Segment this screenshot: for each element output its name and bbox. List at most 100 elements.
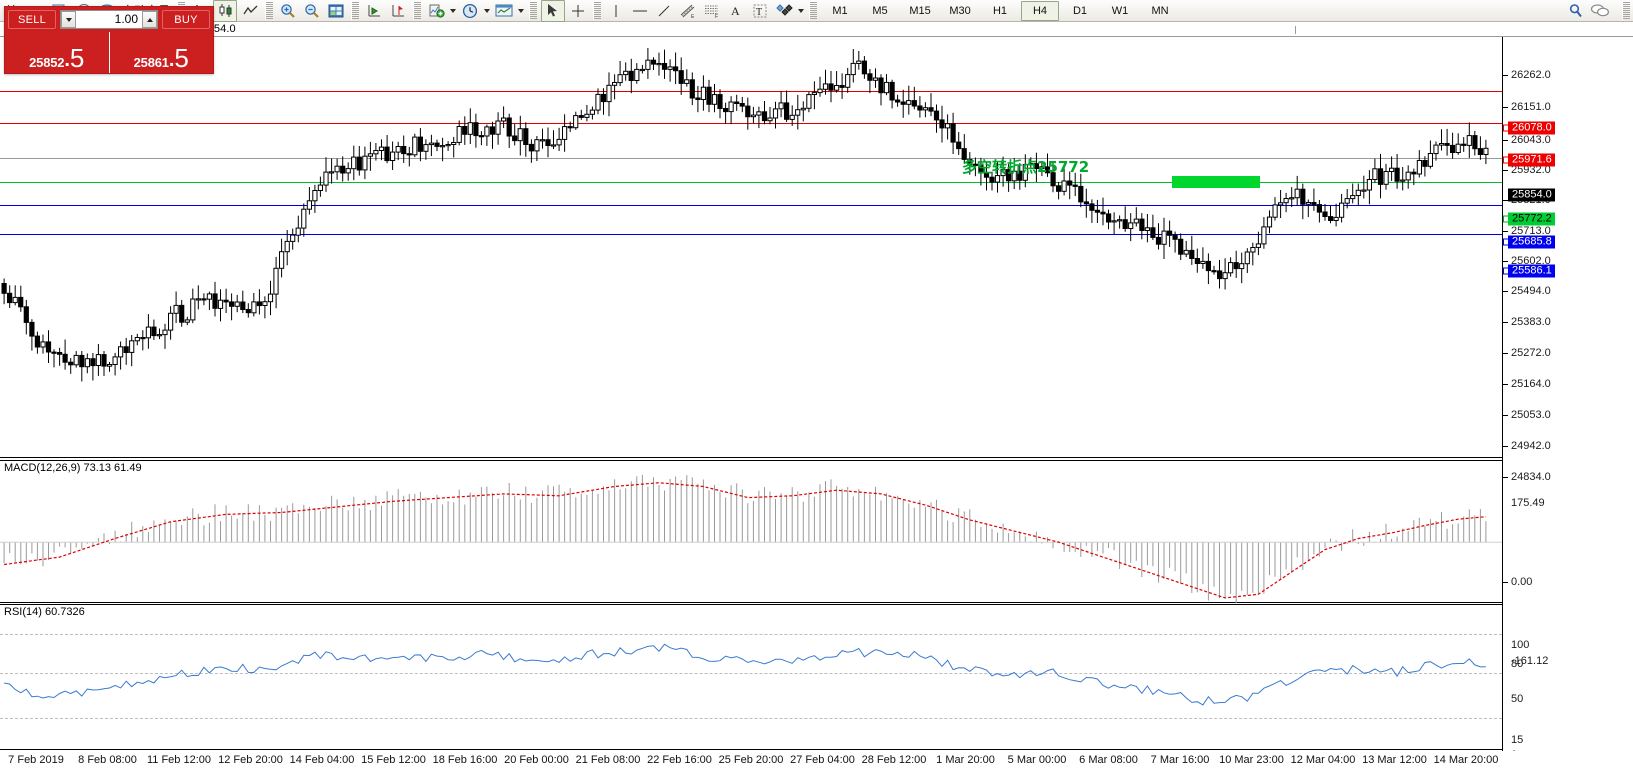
price-level-badge[interactable]: 25971.6: [1508, 153, 1555, 167]
chart-shift-icon[interactable]: [387, 1, 409, 21]
price-line-25685[interactable]: [0, 205, 1502, 206]
rsi-pane[interactable]: RSI(14) 60.7326: [0, 604, 1502, 750]
price-line-26078[interactable]: [0, 91, 1502, 92]
sell-price-integer: 25852: [29, 55, 65, 70]
one-click-trading-panel[interactable]: SELL 1.00 BUY 25852 . 5 25861 . 5: [4, 6, 214, 74]
timeframe-w1[interactable]: W1: [1111, 4, 1129, 17]
price-level-badge[interactable]: 25685.8: [1508, 235, 1555, 249]
time-tick-label: 27 Feb 04:00: [790, 754, 855, 766]
fibonacci-icon[interactable]: F: [701, 1, 723, 21]
cursor-icon[interactable]: [541, 0, 566, 22]
time-tick-label: 6 Mar 08:00: [1079, 754, 1138, 766]
add-indicator-icon[interactable]: [425, 1, 447, 21]
buy-price[interactable]: 25861 . 5: [110, 32, 214, 73]
toolbar-separator-6: [593, 1, 602, 20]
sell-button[interactable]: SELL: [8, 10, 56, 29]
price-level-badge[interactable]: 25854.0: [1508, 188, 1555, 202]
buy-price-dot: .: [168, 49, 175, 71]
chart-container[interactable]: 多空转折点25772 MACD(12,26,9) 73.13 61.49 RSI…: [0, 37, 1633, 772]
time-tick-label: 12 Mar 04:00: [1290, 754, 1356, 766]
price-tick-label: 26151.0: [1511, 101, 1551, 113]
text-icon[interactable]: A: [725, 1, 747, 21]
price-tick: [1503, 140, 1508, 141]
volume-value[interactable]: 1.00: [114, 12, 138, 26]
indicators-dropdown-arrow[interactable]: [448, 1, 458, 21]
objects-icon[interactable]: [773, 1, 795, 21]
candlestick-icon[interactable]: [213, 0, 238, 22]
timeframe-d1[interactable]: D1: [1072, 4, 1088, 17]
price-line-25854[interactable]: [0, 158, 1502, 159]
price-line-25971[interactable]: [0, 123, 1502, 124]
zoom-in-icon[interactable]: [277, 1, 299, 21]
clock-icon[interactable]: [459, 1, 481, 21]
time-tick-label: 12 Feb 20:00: [218, 754, 283, 766]
search-icon[interactable]: [1565, 1, 1587, 21]
vertical-line-icon[interactable]: [605, 1, 627, 21]
timeframe-h4[interactable]: H4: [1021, 0, 1060, 21]
chart-scroll-marker[interactable]: [0, 22, 1633, 36]
sell-price-dot: .: [64, 49, 70, 71]
crosshair-icon[interactable]: [567, 1, 589, 21]
price-tick-label: 25713.0: [1511, 225, 1551, 237]
svg-text:A: A: [731, 4, 740, 18]
timeframe-m5[interactable]: M5: [872, 4, 888, 17]
highlight-rectangle[interactable]: [1172, 176, 1260, 188]
time-tick-label: 18 Feb 16:00: [432, 754, 498, 766]
price-scale[interactable]: 26262.026151.026043.025932.025821.025713…: [1502, 37, 1633, 761]
price-level-badge[interactable]: 25586.1: [1508, 264, 1555, 278]
macd-tick: [1503, 582, 1508, 583]
price-level-badge[interactable]: 25772.2: [1508, 212, 1555, 226]
timeframe-m30[interactable]: M30: [949, 4, 971, 17]
price-tick: [1503, 415, 1508, 416]
price-line-25586[interactable]: [0, 234, 1502, 235]
trendline-icon[interactable]: [653, 1, 675, 21]
price-tick-label: 25602.0: [1511, 255, 1551, 267]
price-pane[interactable]: 多空转折点25772: [0, 37, 1502, 458]
line-chart-icon[interactable]: [239, 1, 261, 21]
macd-pane[interactable]: MACD(12,26,9) 73.13 61.49: [0, 460, 1502, 604]
price-level-badge[interactable]: 26078.0: [1508, 121, 1555, 135]
templates-dropdown-arrow[interactable]: [516, 1, 526, 21]
annotation-label[interactable]: 多空转折点25772: [962, 158, 1090, 176]
timeframe-h1[interactable]: H1: [992, 4, 1008, 17]
label-icon[interactable]: T: [749, 1, 771, 21]
price-tick-label: 25164.0: [1511, 378, 1551, 390]
objects-dropdown-arrow[interactable]: [796, 1, 806, 21]
rsi-series: [4, 643, 1486, 706]
template-icon[interactable]: [493, 1, 515, 21]
time-tick-label: 1 Mar 20:00: [936, 754, 995, 766]
channel-icon[interactable]: E: [677, 1, 699, 21]
timeframe-mn[interactable]: MN: [1151, 4, 1169, 17]
time-tick-label: 25 Feb 20:00: [718, 754, 784, 766]
macd-tick-label: -161.12: [1511, 655, 1549, 667]
rsi-level-80: [0, 634, 1502, 635]
rsi-tick-label: 50: [1511, 693, 1524, 705]
rsi-level-50: [0, 673, 1502, 674]
volume-increase-button[interactable]: [142, 11, 157, 28]
buy-button[interactable]: BUY: [162, 10, 210, 29]
horizontal-line-icon[interactable]: [629, 1, 651, 21]
macd-tick-label: 175.49: [1511, 497, 1545, 509]
price-line-25772[interactable]: [0, 182, 1502, 183]
chat-icon[interactable]: [1589, 1, 1611, 21]
timeframe-m15[interactable]: M15: [909, 4, 931, 17]
volume-stepper[interactable]: 1.00: [60, 10, 158, 29]
svg-text:E: E: [691, 14, 695, 19]
sell-price[interactable]: 25852 . 5: [5, 32, 110, 73]
trade-panel-prices: 25852 . 5 25861 . 5: [5, 32, 213, 73]
price-tick-label: 26043.0: [1511, 134, 1551, 146]
time-axis[interactable]: 7 Feb 2019 8 Feb 08:00 11 Feb 12:00 12 Feb …: [0, 751, 1633, 772]
time-tick-label: 7 Feb 2019: [8, 754, 64, 766]
trade-panel-controls: SELL 1.00 BUY: [5, 7, 213, 32]
time-tick-label: 10 Mar 23:00: [1219, 754, 1284, 766]
volume-decrease-button[interactable]: [61, 11, 76, 28]
price-tick: [1503, 75, 1508, 76]
price-tick: [1503, 353, 1508, 354]
zoom-out-icon[interactable]: [301, 1, 323, 21]
timeframe-m1[interactable]: M1: [832, 4, 848, 17]
auto-scroll-icon[interactable]: [363, 1, 385, 21]
price-tick: [1503, 261, 1508, 262]
tile-windows-icon[interactable]: [325, 1, 347, 21]
periods-dropdown-arrow[interactable]: [482, 1, 492, 21]
time-tick-label: 8 Feb 08:00: [78, 754, 137, 766]
